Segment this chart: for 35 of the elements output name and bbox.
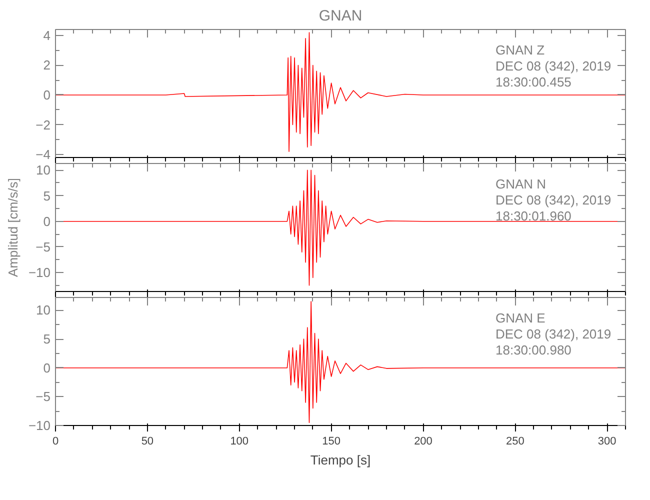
annotation: GNAN E <box>496 310 546 326</box>
y-tick-label: −10 <box>28 418 51 433</box>
annotation: 18:30:01.960 <box>496 208 572 224</box>
y-tick-label: −4 <box>36 147 51 162</box>
y-tick-label: 5 <box>43 332 51 347</box>
y-tick-label: 2 <box>43 58 51 73</box>
x-axis-title: Tiempo [s] <box>310 452 371 468</box>
y-tick-label: 0 <box>43 214 51 229</box>
annotation: GNAN Z <box>496 42 545 58</box>
x-tick-label: 250 <box>506 436 524 448</box>
x-tick-label: 0 <box>52 436 59 448</box>
x-tick-label: 300 <box>598 436 616 448</box>
x-tick-label: 50 <box>141 436 154 448</box>
x-tick-label: 200 <box>414 436 432 448</box>
y-tick-label: 0 <box>43 360 51 376</box>
y-tick-label: 0 <box>43 87 51 102</box>
y-tick-label: 10 <box>36 162 51 178</box>
chart-title: GNAN <box>318 8 362 24</box>
line-series <box>56 32 626 152</box>
annotation: DEC 08 (342), 2019 <box>496 326 612 342</box>
x-tick-label: 100 <box>230 436 249 448</box>
y-tick-label: −5 <box>36 389 51 404</box>
y-axis-title: Amplitud [cm/s/s] <box>5 178 20 277</box>
y-tick-label: 4 <box>43 28 51 43</box>
annotation: GNAN N <box>496 176 546 192</box>
y-tick-label: −2 <box>36 117 51 132</box>
annotation: 18:30:00.455 <box>496 74 572 90</box>
y-tick-label: −5 <box>36 239 51 254</box>
y-tick-label: −10 <box>28 265 51 280</box>
x-tick-label: 150 <box>322 436 340 448</box>
annotation: 18:30:00.980 <box>496 342 572 358</box>
y-tick-label: 5 <box>43 188 51 204</box>
y-tick-label: 10 <box>36 302 51 318</box>
annotation: DEC 08 (342), 2019 <box>496 58 612 74</box>
annotation: DEC 08 (342), 2019 <box>496 192 612 208</box>
